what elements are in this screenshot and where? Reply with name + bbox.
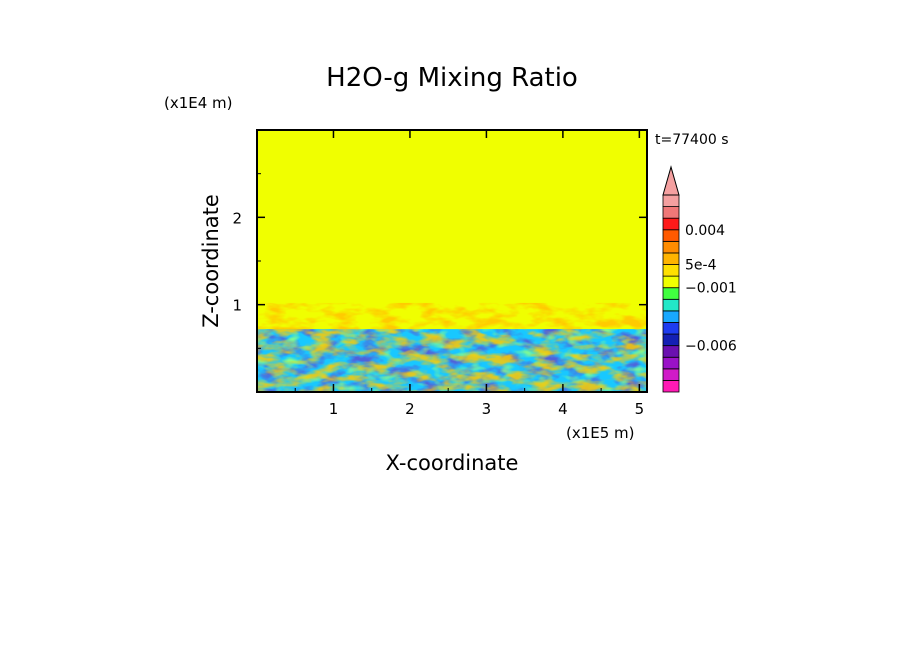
x-tick-label: 1 [329, 400, 339, 418]
colorbar-extend-arrow [662, 165, 680, 196]
colorbar-tick-label: 5e-4 [685, 258, 717, 274]
colorbar-segment [662, 217, 680, 231]
x-tick-label: 5 [635, 400, 645, 418]
x-tick-label: 2 [405, 400, 415, 418]
colorbar-tick-label: −0.001 [685, 281, 737, 297]
colorbar: 0.004 5e-4 −0.001 −0.006 [662, 165, 737, 393]
time-label: t=77400 s [655, 132, 729, 148]
colorbar-segment [662, 310, 680, 323]
colorbar-segment [662, 345, 680, 358]
colorbar-segment [662, 356, 680, 370]
axis-ticks: 1 2 3 4 5 1 2 [232, 130, 647, 418]
x-axis-label: X-coordinate [386, 451, 519, 475]
y-scale-label: (x1E4 m) [164, 94, 233, 112]
colorbar-segment [662, 240, 680, 254]
colorbar-segment [662, 333, 680, 347]
y-tick-label: 2 [232, 209, 242, 227]
colorbar-segment [662, 380, 680, 393]
colorbar-segment [662, 287, 680, 300]
colorbar-tick-label: −0.006 [685, 339, 737, 355]
y-tick-label: 1 [232, 297, 242, 315]
x-scale-label: (x1E5 m) [566, 424, 635, 442]
x-tick-label: 4 [558, 400, 568, 418]
colorbar-segment [662, 275, 680, 289]
colorbar-segment [662, 252, 680, 265]
chart-title: H2O-g Mixing Ratio [326, 63, 578, 93]
colorbar-segment [662, 368, 680, 381]
mixed-layer-plumes [257, 329, 647, 392]
colorbar-segment [662, 322, 680, 335]
x-tick-label: 3 [482, 400, 492, 418]
colorbar-segment [662, 264, 680, 277]
colorbar-segment [662, 206, 680, 219]
colorbar-segment [662, 298, 680, 312]
plume-zone [257, 302, 647, 334]
plot-area [257, 130, 647, 392]
y-axis-label: Z-coordinate [199, 194, 223, 328]
colorbar-tick-label: 0.004 [685, 223, 725, 239]
colorbar-segment [662, 229, 680, 242]
colorbar-segment [662, 194, 680, 207]
